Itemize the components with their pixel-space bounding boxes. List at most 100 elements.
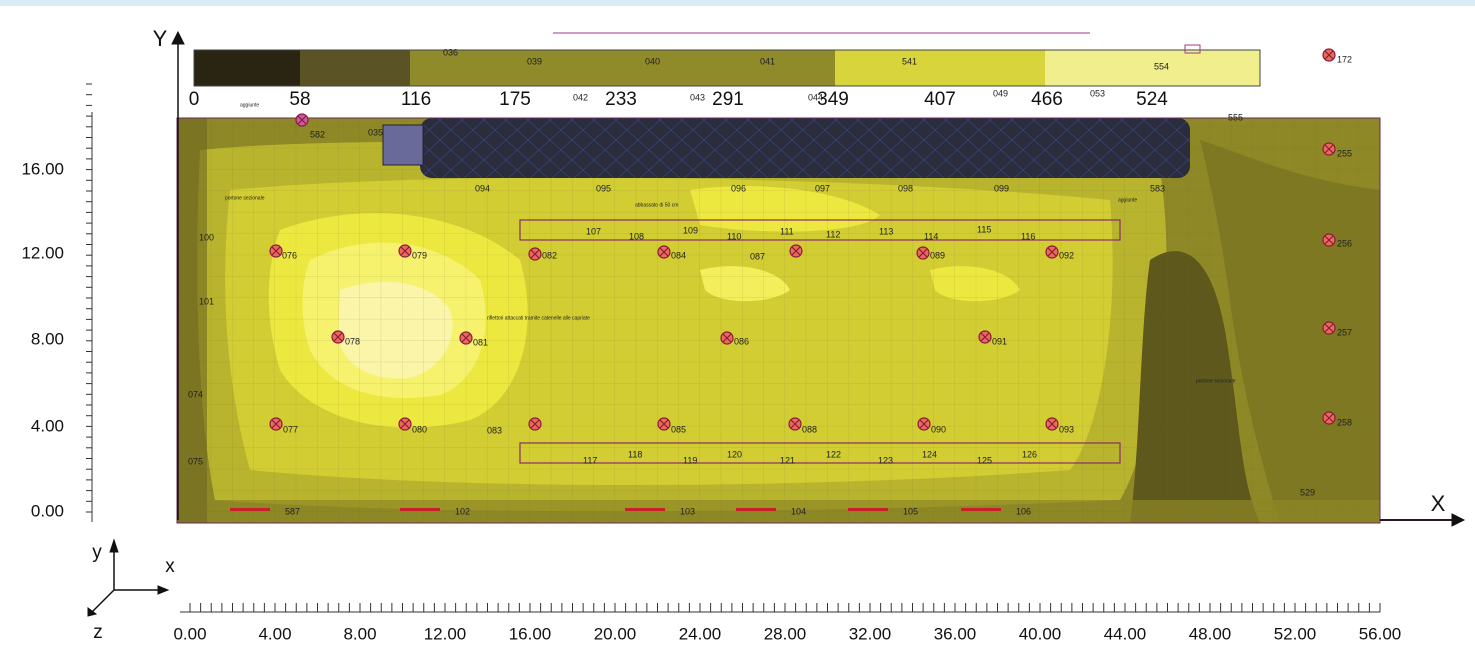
luminaire-label: 108 (629, 231, 644, 241)
fixture-bar (625, 508, 665, 511)
luminaire-label: 044 (808, 92, 823, 102)
luminaire-label: 084 (671, 250, 686, 260)
luminaire-label: 101 (199, 296, 214, 306)
luminaire-label: 042 (573, 92, 588, 102)
luminaire-label: 043 (690, 92, 705, 102)
y-scale-label: 16.00 (21, 159, 64, 178)
luminaire-label: 122 (826, 449, 841, 459)
fixture-bar (736, 508, 776, 511)
x-scale-label: 8.00 (343, 624, 376, 643)
top-scale-label: 466 (1031, 89, 1063, 110)
axis-letter: X (1431, 491, 1446, 516)
top-scale-label: 116 (401, 89, 431, 110)
luminaire-label: 587 (285, 506, 300, 516)
luminaire-label: 041 (760, 56, 775, 66)
note: abbassato di 50 cm (635, 202, 678, 208)
x-scale-label: 16.00 (509, 624, 552, 643)
fixture-bar (848, 508, 888, 511)
x-scale-label: 52.00 (1274, 624, 1317, 643)
luminaire-label: 582 (310, 129, 325, 139)
top-scale-label: 0 (189, 89, 200, 110)
luminaire-label: 126 (1022, 449, 1037, 459)
luminaire-label: 094 (475, 183, 490, 193)
luminaire-label: 085 (671, 424, 686, 434)
x-scale-label: 40.00 (1019, 624, 1062, 643)
luminaire-label: 039 (527, 56, 542, 66)
x-scale-label: 20.00 (594, 624, 637, 643)
top-scale-label: 233 (605, 89, 637, 110)
luminaire-label: 102 (455, 506, 470, 516)
luminaire-label: 111 (780, 226, 794, 236)
luminaire-label: 088 (802, 424, 817, 434)
luminaire-label: 114 (924, 231, 938, 241)
top-strip (194, 33, 1260, 86)
luminaire-label: 121 (780, 455, 795, 465)
luminaire-label: 049 (993, 88, 1008, 98)
luminaire-label: 097 (815, 183, 830, 193)
triad-letter: x (165, 556, 175, 577)
fixture-bar (400, 508, 440, 511)
lighting-plan: Y X y x z 16.0012.008.004.000.000.004.00… (0, 0, 1475, 660)
luminaire-label: 117 (583, 455, 597, 465)
luminaire-label: 118 (628, 449, 642, 459)
luminaire-label: 096 (731, 183, 746, 193)
luminaire-label: 109 (683, 225, 698, 235)
top-scale-label: 291 (712, 89, 744, 110)
x-scale-label: 48.00 (1189, 624, 1232, 643)
luminaire-label: 053 (1090, 88, 1105, 98)
y-scale-label: 4.00 (31, 416, 64, 435)
luminaire-label: 093 (1059, 424, 1074, 434)
luminaire-label: 099 (994, 183, 1009, 193)
note: riflettori attaccati tramite catenelle a… (487, 315, 590, 321)
x-scale-label: 32.00 (849, 624, 892, 643)
luminaire-label: 079 (412, 250, 427, 260)
y-scale-label: 0.00 (31, 501, 64, 520)
luminaire-label: 124 (922, 449, 937, 459)
triad-letter: y (92, 542, 102, 563)
luminaire-label: 076 (282, 250, 297, 260)
luminaire-label: 100 (199, 232, 214, 242)
luminaire-label: 110 (727, 231, 741, 241)
luminaire-label: 074 (188, 389, 203, 399)
x-scale-label: 36.00 (934, 624, 977, 643)
luminaire-label: 036 (443, 47, 458, 57)
fixture-bar (961, 508, 1001, 511)
luminaire-label: 091 (992, 336, 1007, 346)
x-scale-label: 0.00 (173, 624, 206, 643)
luminaire-label: 112 (826, 229, 840, 239)
luminaire-label: 098 (898, 183, 913, 193)
y-scale-label: 12.00 (21, 243, 64, 262)
luminaire-label: 255 (1337, 148, 1352, 158)
luminaire-label: 095 (596, 183, 611, 193)
luminaire-label: 106 (1016, 506, 1031, 516)
luminaire-label: 123 (878, 455, 893, 465)
luminaire-label: 119 (683, 455, 697, 465)
top-scale-label: 524 (1136, 89, 1168, 110)
note: portone sezionale (225, 195, 265, 201)
triad-letter: z (93, 622, 103, 643)
luminaire-label: 583 (1150, 183, 1165, 193)
luminaire-label: 256 (1337, 238, 1352, 248)
luminaire-label: 077 (283, 424, 298, 434)
x-scale-label: 12.00 (424, 624, 467, 643)
luminaire-label: 089 (930, 250, 945, 260)
luminaire-label: 258 (1337, 417, 1352, 427)
luminaire-label: 529 (1300, 487, 1315, 497)
luminaire-label: 116 (1021, 231, 1035, 241)
luminaire-label: 120 (727, 449, 742, 459)
note: aggiunte (1118, 197, 1137, 203)
luminaire-label: 083 (487, 425, 502, 435)
luminaire-label: 257 (1337, 327, 1352, 337)
note: aggiunte (240, 102, 259, 108)
luminaire-label: 105 (903, 506, 918, 516)
luminaire-label: 078 (345, 336, 360, 346)
luminaire-label: 090 (931, 424, 946, 434)
top-scale-label: 407 (924, 89, 956, 110)
fixture-bar (230, 508, 270, 511)
luminaire-label: 087 (750, 251, 765, 261)
luminaire-label: 080 (412, 424, 427, 434)
top-scale-label: 58 (289, 89, 310, 110)
luminaire-label: 082 (542, 250, 557, 260)
top-scale-label: 175 (499, 89, 531, 110)
luminaire-label: 554 (1154, 61, 1169, 71)
